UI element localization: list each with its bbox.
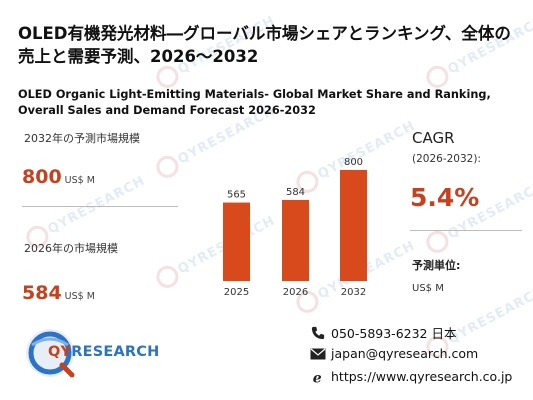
email-link[interactable]: japan@qyresearch.com [331,346,479,361]
x-tick-2032: 2032 [341,287,366,298]
metric-2032-value: 800 US$ M [22,166,95,188]
page-title-en: OLED Organic Light-Emitting Materials- G… [18,88,491,117]
bar-2026 [282,199,309,281]
logo-text-rest: RESEARCH [71,344,160,360]
divider [22,206,178,207]
bar-chart: 565 2025 584 2026 800 2032 [223,157,367,298]
qyresearch-logo-icon [26,329,75,378]
logo-text-q: QY [48,344,72,360]
metric-2026-label: 2026年の市場規模 [24,242,118,255]
contact-phone: 050-5893-6232 日本 [310,323,456,342]
metric-2026-number: 584 [22,282,62,304]
svg-text:e: e [313,370,322,384]
metric-2026-unit: US$ M [64,291,95,302]
metric-2026-value: 584 US$ M [22,282,95,304]
web-link[interactable]: https://www.qyresearch.co.jp [331,369,513,384]
x-tick-2025: 2025 [224,287,249,298]
phone-icon [311,326,325,339]
cagr-value: 5.4% [410,183,480,212]
data-label-2032: 800 [344,157,363,168]
cagr-label: CAGR [412,129,455,147]
divider [410,230,522,231]
cagr-period: (2026-2032): [412,153,481,165]
bar-2025 [223,202,250,281]
web-icon: e [313,370,322,384]
x-tick-2026: 2026 [283,287,308,298]
mail-icon [310,348,326,359]
metric-2032-unit: US$ M [64,175,95,186]
logo-text: QYRESEARCH [48,344,159,360]
metric-2032-label: 2032年の予測市場規模 [24,132,140,145]
unit-value: US$ M [412,283,444,294]
bar-2032 [340,169,367,281]
unit-label: 予測単位: [412,259,461,272]
contact-email[interactable]: japan@qyresearch.com [310,346,478,361]
phone-text: 050-5893-6232 日本 [331,326,457,341]
metric-2032-number: 800 [22,166,62,188]
contact-web[interactable]: e https://www.qyresearch.co.jp [310,369,513,384]
data-label-2026: 584 [286,187,305,198]
data-label-2025: 565 [227,190,246,201]
page-title-ja: OLED有機発光材料―グローバル市場シェアとランキング、全体の売上と需要予測、2… [18,24,511,66]
